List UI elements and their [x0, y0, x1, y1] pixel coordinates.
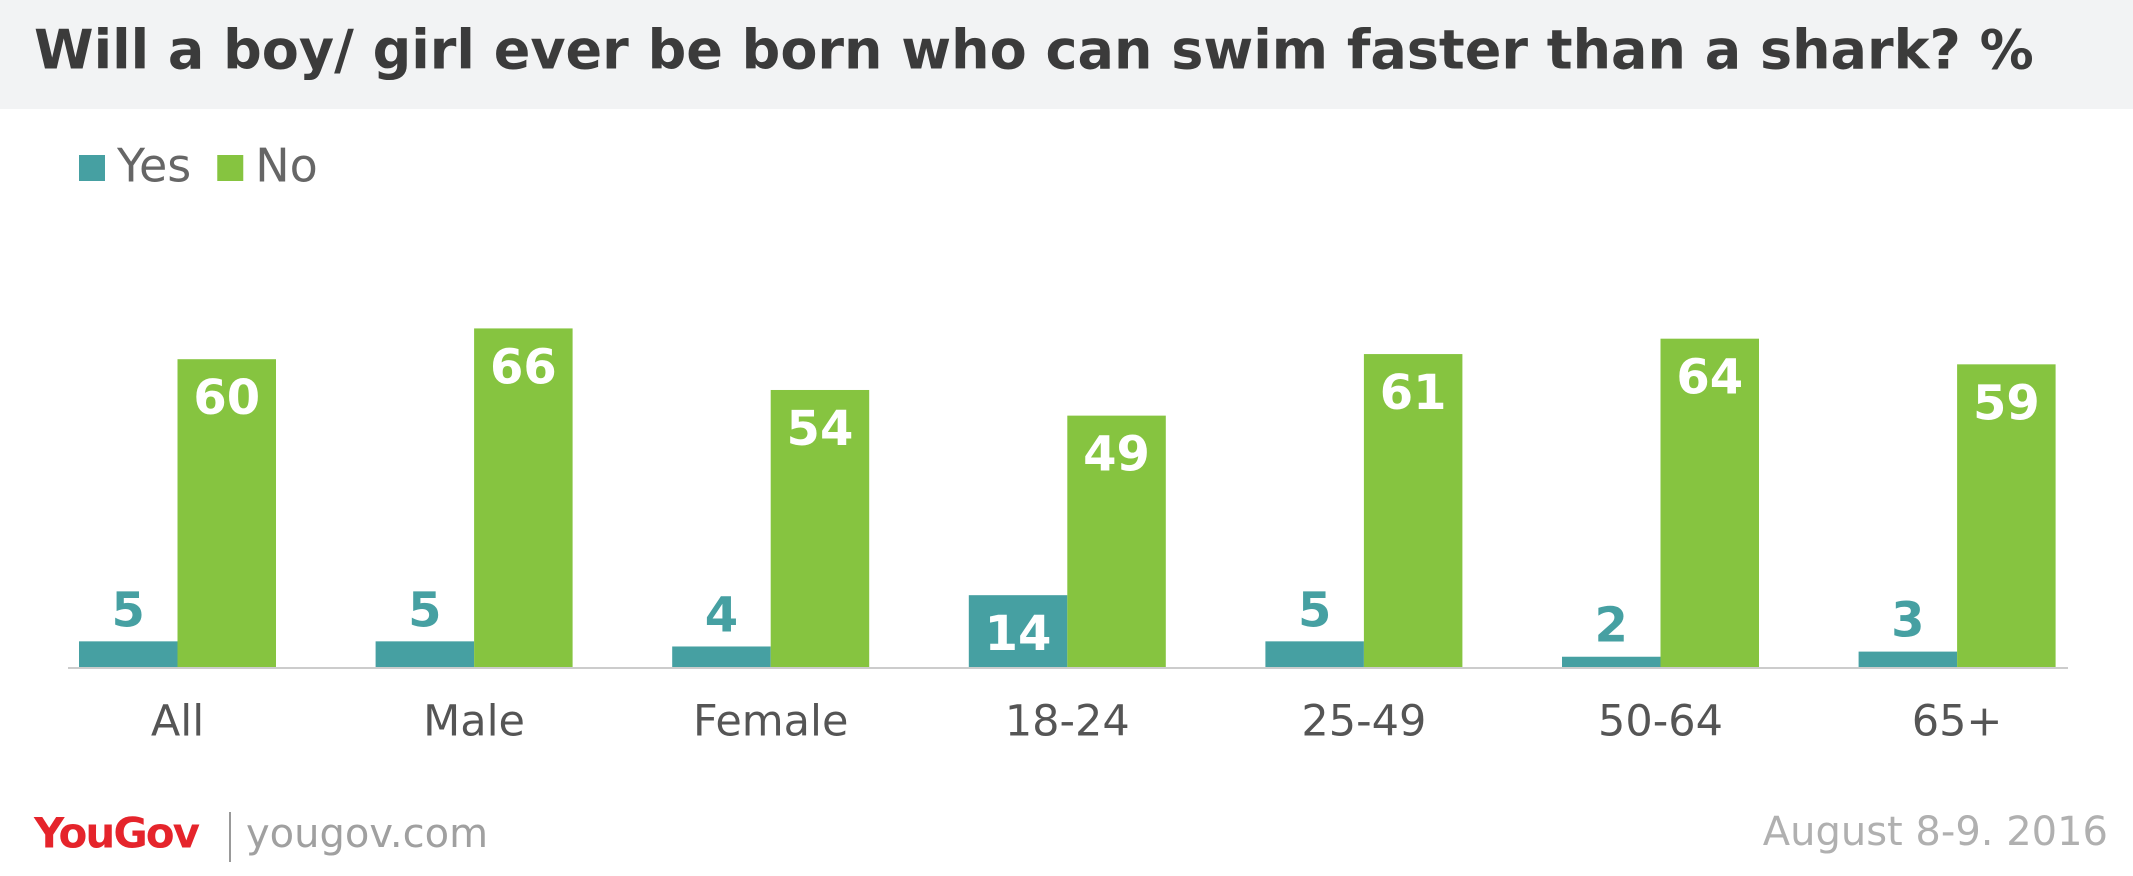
- date: August 8-9. 2016: [1763, 809, 2108, 855]
- title-band: [0, 0, 2133, 109]
- value-label: 3: [1891, 593, 1924, 649]
- value-label: 66: [490, 339, 557, 395]
- legend-label: No: [255, 139, 318, 193]
- x-tick-label: 25-49: [1301, 697, 1426, 747]
- value-label: 59: [1973, 375, 2040, 431]
- value-label: 54: [787, 401, 854, 457]
- bar: [1562, 656, 1661, 667]
- source: yougov.com: [246, 811, 488, 857]
- value-label: 64: [1676, 350, 1743, 406]
- bar: [1660, 338, 1759, 667]
- bar: [1067, 415, 1166, 667]
- legend-swatch: [217, 155, 244, 181]
- value-label: 2: [1595, 598, 1628, 654]
- bar: [79, 641, 178, 667]
- x-tick-label: 65+: [1912, 697, 2003, 747]
- value-label: 5: [408, 582, 441, 638]
- bar: [177, 359, 276, 667]
- value-label: 5: [1298, 582, 1331, 638]
- x-tick-label: Male: [423, 697, 525, 747]
- value-label: 49: [1083, 427, 1150, 483]
- bar: [672, 646, 771, 667]
- value-label: 60: [193, 370, 260, 426]
- value-label: 14: [985, 606, 1052, 662]
- logo: YouGov: [33, 809, 200, 858]
- bar: [1957, 364, 2056, 667]
- bar: [1363, 354, 1463, 667]
- value-label: 4: [705, 587, 738, 643]
- bar: [474, 328, 573, 667]
- value-label: 5: [112, 582, 145, 638]
- x-tick-label: 18-24: [1005, 697, 1130, 747]
- x-tick-label: All: [151, 697, 204, 747]
- bar: [968, 595, 1068, 667]
- bar: [1858, 651, 1958, 667]
- x-tick-label: 50-64: [1598, 697, 1723, 747]
- x-tick-label: Female: [693, 697, 848, 747]
- bar: [1265, 641, 1364, 667]
- value-label: 61: [1380, 365, 1447, 421]
- legend-swatch: [79, 155, 105, 181]
- legend-label: Yes: [116, 139, 191, 193]
- bar: [770, 389, 870, 667]
- bar: [375, 641, 475, 667]
- chart-title: Will a boy/ girl ever be born who can sw…: [34, 19, 2034, 82]
